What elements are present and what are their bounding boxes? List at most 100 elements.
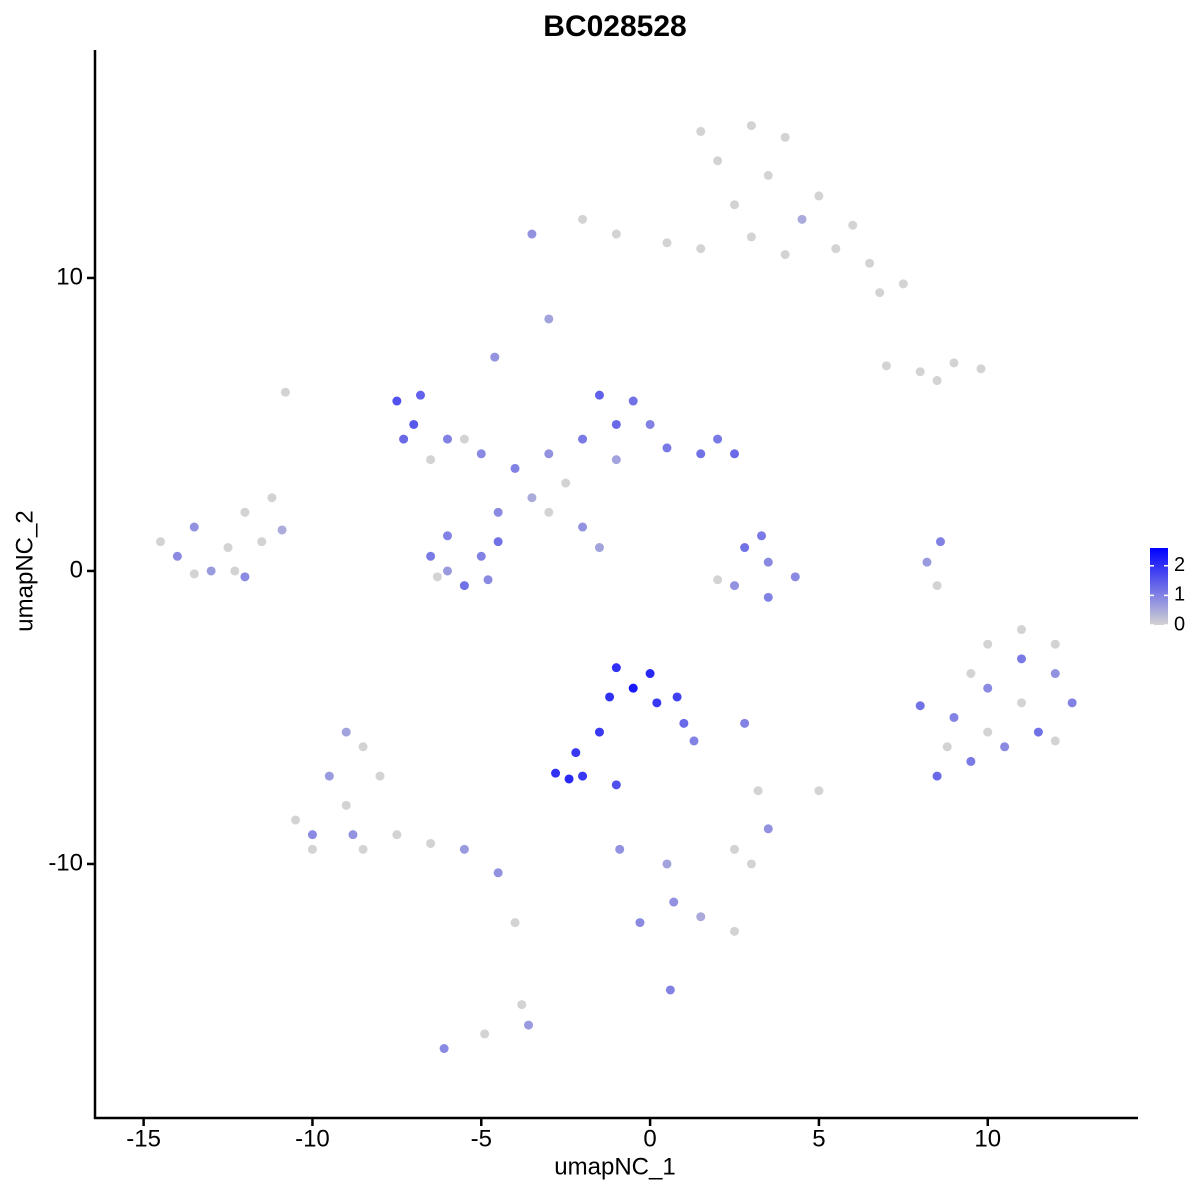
cell-point bbox=[645, 419, 655, 429]
cell-point bbox=[611, 780, 621, 790]
cell-point bbox=[696, 244, 706, 254]
cell-point bbox=[1067, 698, 1077, 708]
cell-point bbox=[628, 683, 638, 693]
cell-point bbox=[831, 244, 841, 254]
cell-point bbox=[415, 390, 425, 400]
cell-point bbox=[976, 364, 986, 374]
colorbar-tick-label: 2 bbox=[1174, 554, 1185, 576]
cell-point bbox=[476, 449, 486, 459]
x-tick-label: 10 bbox=[974, 1125, 1001, 1152]
cell-point bbox=[615, 844, 625, 854]
cell-point bbox=[459, 844, 469, 854]
cell-point bbox=[524, 1020, 534, 1030]
cell-point bbox=[966, 669, 976, 679]
cell-point bbox=[483, 575, 493, 585]
cell-point bbox=[426, 551, 436, 561]
cell-point bbox=[966, 756, 976, 766]
cell-point bbox=[443, 434, 453, 444]
cell-point bbox=[439, 1044, 449, 1054]
cell-point bbox=[280, 387, 290, 397]
cell-point bbox=[341, 727, 351, 737]
cell-point bbox=[611, 455, 621, 465]
y-tick-label: 0 bbox=[70, 556, 83, 583]
cell-point bbox=[510, 463, 520, 473]
x-tick-label: -5 bbox=[471, 1125, 492, 1152]
cell-point bbox=[189, 522, 199, 532]
cell-point bbox=[662, 238, 672, 248]
cell-point bbox=[291, 815, 301, 825]
cell-point bbox=[875, 288, 885, 298]
cell-point bbox=[780, 250, 790, 260]
cell-point bbox=[898, 279, 908, 289]
cell-point bbox=[544, 507, 554, 517]
cell-point bbox=[730, 926, 740, 936]
x-tick-label: 5 bbox=[812, 1125, 825, 1152]
cell-point bbox=[240, 507, 250, 517]
cell-point bbox=[605, 692, 615, 702]
cell-point bbox=[611, 663, 621, 673]
cell-point bbox=[1033, 727, 1043, 737]
cell-point bbox=[669, 897, 679, 907]
cell-point bbox=[713, 575, 723, 585]
cell-point bbox=[1050, 639, 1060, 649]
cell-point bbox=[561, 478, 571, 488]
cell-point bbox=[753, 786, 763, 796]
cell-point bbox=[763, 824, 773, 834]
points bbox=[156, 121, 1077, 1054]
cell-point bbox=[763, 592, 773, 602]
cell-point bbox=[594, 390, 604, 400]
cell-point bbox=[223, 543, 233, 553]
cell-point bbox=[240, 572, 250, 582]
chart-title: BC028528 bbox=[543, 10, 686, 43]
cell-point bbox=[730, 449, 740, 459]
cell-point bbox=[267, 493, 277, 503]
cell-point bbox=[490, 352, 500, 362]
cell-point bbox=[797, 214, 807, 224]
cell-point bbox=[757, 531, 767, 541]
cell-point bbox=[358, 844, 368, 854]
cell-point bbox=[324, 771, 334, 781]
cell-point bbox=[510, 918, 520, 928]
cell-point bbox=[172, 551, 182, 561]
cell-point bbox=[713, 156, 723, 166]
cell-point bbox=[392, 396, 402, 406]
cell-point bbox=[459, 434, 469, 444]
cell-point bbox=[426, 838, 436, 848]
cell-point bbox=[206, 566, 216, 576]
cell-point bbox=[476, 551, 486, 561]
cell-point bbox=[348, 830, 358, 840]
cell-point bbox=[230, 566, 240, 576]
x-tick-label: 0 bbox=[643, 1125, 656, 1152]
cell-point bbox=[848, 220, 858, 230]
colorbar-tick-label: 0 bbox=[1174, 613, 1185, 635]
x-tick-label: -10 bbox=[295, 1125, 330, 1152]
cell-point bbox=[341, 800, 351, 810]
cell-point bbox=[730, 200, 740, 210]
cell-point bbox=[480, 1029, 490, 1039]
cell-point bbox=[689, 736, 699, 746]
cell-point bbox=[358, 742, 368, 752]
y-tick-label: -10 bbox=[48, 849, 83, 876]
cell-point bbox=[763, 557, 773, 567]
cell-point bbox=[713, 434, 723, 444]
cell-point bbox=[1000, 742, 1010, 752]
cell-point bbox=[527, 493, 537, 503]
cell-point bbox=[696, 449, 706, 459]
cell-point bbox=[983, 683, 993, 693]
cell-point bbox=[814, 191, 824, 201]
cell-point bbox=[814, 786, 824, 796]
x-tick-label: -15 bbox=[126, 1125, 161, 1152]
cell-point bbox=[932, 376, 942, 386]
cell-point bbox=[578, 214, 588, 224]
cell-point bbox=[935, 537, 945, 547]
cell-point bbox=[983, 639, 993, 649]
cell-point bbox=[1017, 698, 1027, 708]
cell-point bbox=[1050, 736, 1060, 746]
cell-point bbox=[881, 361, 891, 371]
cell-point bbox=[740, 543, 750, 553]
cell-point bbox=[594, 727, 604, 737]
colorbar-tick-label: 1 bbox=[1174, 584, 1185, 606]
cell-point bbox=[665, 985, 675, 995]
cell-point bbox=[432, 572, 442, 582]
cell-point bbox=[730, 844, 740, 854]
